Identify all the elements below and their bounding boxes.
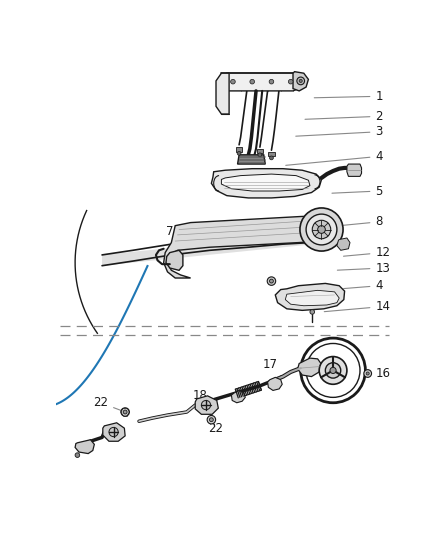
Text: 2: 2 bbox=[305, 110, 383, 123]
Text: 7: 7 bbox=[166, 225, 184, 238]
Circle shape bbox=[300, 208, 343, 251]
Text: 8: 8 bbox=[327, 215, 383, 228]
Circle shape bbox=[123, 410, 127, 414]
Text: 18: 18 bbox=[193, 389, 208, 407]
Polygon shape bbox=[103, 423, 125, 441]
Polygon shape bbox=[164, 216, 337, 278]
Circle shape bbox=[121, 408, 129, 416]
Polygon shape bbox=[276, 284, 345, 310]
Circle shape bbox=[75, 453, 80, 457]
Polygon shape bbox=[337, 238, 350, 251]
Text: 22: 22 bbox=[93, 396, 123, 411]
Polygon shape bbox=[237, 155, 265, 164]
Text: 5: 5 bbox=[332, 184, 383, 198]
Polygon shape bbox=[102, 232, 329, 265]
Polygon shape bbox=[268, 152, 275, 156]
Circle shape bbox=[237, 151, 241, 155]
Circle shape bbox=[318, 225, 325, 233]
Polygon shape bbox=[75, 440, 94, 454]
Circle shape bbox=[231, 79, 235, 84]
Circle shape bbox=[319, 357, 347, 384]
Circle shape bbox=[269, 279, 273, 283]
Circle shape bbox=[207, 415, 215, 424]
Circle shape bbox=[306, 214, 337, 245]
Circle shape bbox=[310, 310, 314, 314]
Circle shape bbox=[364, 370, 371, 377]
Polygon shape bbox=[212, 168, 321, 198]
Text: 1: 1 bbox=[314, 90, 383, 103]
Circle shape bbox=[209, 418, 213, 422]
Polygon shape bbox=[195, 396, 218, 414]
Circle shape bbox=[299, 79, 302, 83]
Polygon shape bbox=[166, 251, 183, 270]
Circle shape bbox=[201, 400, 211, 410]
Circle shape bbox=[267, 277, 276, 285]
Polygon shape bbox=[285, 290, 339, 306]
Circle shape bbox=[109, 427, 118, 437]
Circle shape bbox=[366, 372, 369, 375]
Text: 3: 3 bbox=[296, 125, 383, 138]
Text: 4: 4 bbox=[286, 150, 383, 165]
Circle shape bbox=[269, 156, 273, 160]
Text: 4: 4 bbox=[343, 279, 383, 292]
Circle shape bbox=[312, 220, 331, 239]
Polygon shape bbox=[257, 149, 263, 154]
Text: 17: 17 bbox=[262, 358, 281, 376]
Circle shape bbox=[258, 153, 262, 157]
Circle shape bbox=[288, 79, 293, 84]
Text: 16: 16 bbox=[367, 367, 390, 380]
Polygon shape bbox=[236, 147, 242, 152]
Polygon shape bbox=[298, 358, 321, 377]
Polygon shape bbox=[347, 164, 361, 176]
Circle shape bbox=[250, 79, 254, 84]
Text: 12: 12 bbox=[343, 246, 390, 259]
Polygon shape bbox=[221, 73, 301, 91]
Polygon shape bbox=[216, 73, 229, 114]
Polygon shape bbox=[231, 391, 245, 403]
Polygon shape bbox=[221, 174, 310, 191]
Circle shape bbox=[269, 79, 274, 84]
Text: 13: 13 bbox=[337, 262, 390, 274]
Polygon shape bbox=[268, 377, 282, 391]
Circle shape bbox=[325, 363, 341, 378]
Polygon shape bbox=[293, 71, 308, 91]
Text: 14: 14 bbox=[324, 300, 390, 313]
Circle shape bbox=[297, 77, 304, 85]
Circle shape bbox=[330, 367, 336, 374]
Text: 22: 22 bbox=[208, 422, 223, 435]
